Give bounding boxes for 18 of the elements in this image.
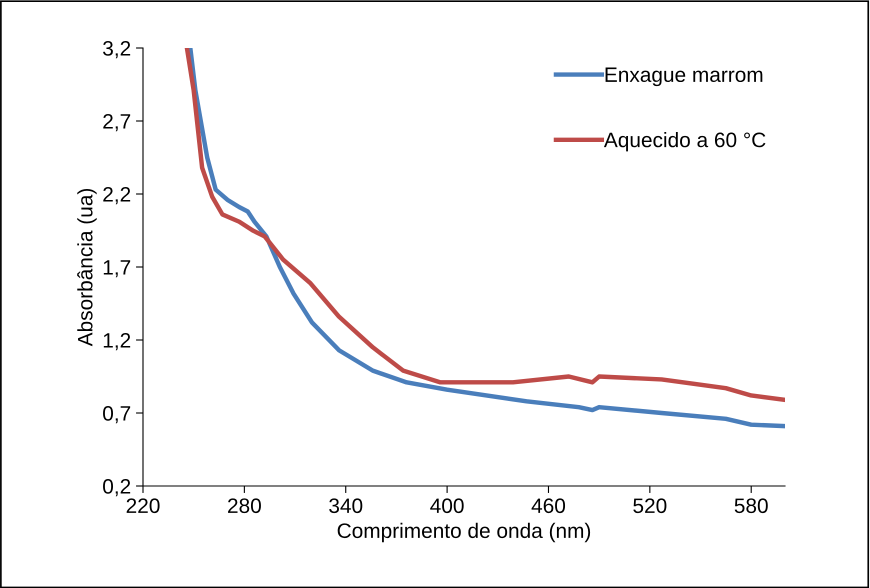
x-axis-title: Comprimento de onda (nm): [338, 522, 590, 542]
y-tick-label: 0,7: [103, 406, 130, 424]
y-axis-title: Absorbância (ua): [77, 188, 97, 346]
legend-label: Enxague marrom: [606, 68, 762, 86]
x-tick-label: 580: [734, 498, 768, 514]
y-tick-label: 1,2: [104, 333, 130, 350]
x-tick-label: 460: [532, 498, 566, 514]
y-tick-label: 2,2: [103, 187, 130, 204]
x-tick-label: 400: [430, 498, 464, 514]
legend-label: Aquecido a 60 °C: [604, 132, 766, 152]
y-tick-label: 2,7: [103, 114, 130, 132]
x-tick-label: 220: [126, 498, 160, 514]
x-tick-label: 340: [329, 498, 362, 514]
x-tick-label: 520: [633, 498, 666, 514]
y-tick-label: 0,2: [103, 479, 130, 496]
x-tick-label: 280: [228, 498, 261, 514]
y-tick-label: 1,7: [104, 260, 130, 278]
y-tick-label: 3,2: [103, 41, 130, 58]
